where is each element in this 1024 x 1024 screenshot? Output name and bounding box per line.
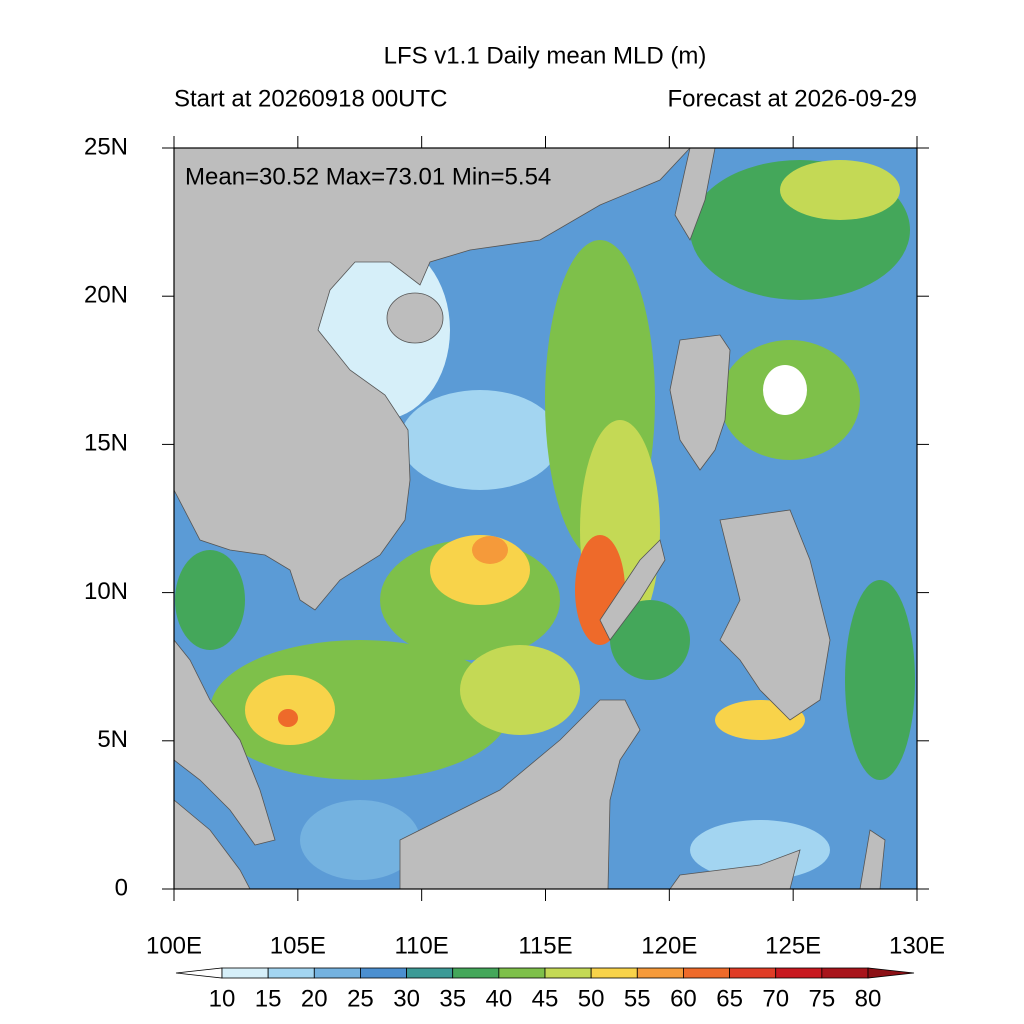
subtitle-left: Start at 20260918 00UTC [174,85,448,112]
colorbar-box [452,967,500,979]
field-patch [210,640,510,780]
colorbar-triangle [175,967,223,979]
colorbar-box [267,967,315,979]
colorbar-label: 80 [855,985,882,1012]
colorbar-box [821,967,869,979]
colorbar-box [590,967,638,979]
field-patch [460,645,580,735]
y-tick-label: 10N [84,578,128,605]
x-tick-label: 125E [765,932,821,959]
land-sumatra [174,799,251,889]
colorbar-box [729,967,777,979]
field-patch [175,550,245,650]
colorbar-box [313,967,361,979]
land-sulawesi [669,849,801,889]
y-tick-label: 20N [84,282,128,309]
colorbar-label: 40 [486,985,513,1012]
x-tick-label: 100E [146,932,202,959]
field-patch [780,160,900,220]
x-tick-label: 110E [395,932,449,959]
colorbar-label: 60 [670,985,697,1012]
colorbar-label: 25 [347,985,374,1012]
colorbar-label: 70 [762,985,789,1012]
x-tick-label: 115E [518,932,572,959]
land-halmahera [859,829,886,889]
field-patch [300,800,420,880]
colorbar-label: 15 [255,985,282,1012]
field-patch [472,536,508,564]
colorbar-label: 35 [439,985,466,1012]
field-patch [400,390,560,490]
x-tick-label: 120E [641,932,697,959]
colorbar-label: 55 [624,985,651,1012]
colorbar-box [544,967,592,979]
colorbar-label: 45 [532,985,559,1012]
field-patch [278,709,298,727]
colorbar-box [636,967,684,979]
colorbar-box [498,967,546,979]
land-luzon [669,334,731,471]
land-borneo [399,699,641,889]
colorbar-label: 10 [209,985,236,1012]
land-taiwan [674,148,716,241]
colorbar-box [360,967,407,979]
colorbar-label: 65 [716,985,743,1012]
field-patch [763,365,807,415]
y-tick-label: 15N [84,430,128,457]
x-tick-label: 105E [270,932,326,959]
map-field [174,148,917,889]
colorbar-label: 30 [393,985,420,1012]
y-tick-label: 0 [115,874,128,901]
colorbar-box [221,967,269,979]
colorbar-label: 75 [809,985,836,1012]
land-mindanao [719,509,831,721]
x-tick-label: 130E [889,932,945,959]
chart-title: LFS v1.1 Daily mean MLD (m) [384,42,707,69]
subtitle-right: Forecast at 2026-09-29 [668,85,917,112]
colorbar-label: 20 [301,985,328,1012]
colorbar-box [406,967,454,979]
y-tick-label: 5N [97,726,128,753]
colorbar-triangle [867,967,915,979]
land-indochina [174,148,691,611]
stats-label: Mean=30.52 Max=73.01 Min=5.54 [185,163,551,190]
land-malay [174,639,276,846]
field-patch [610,600,690,680]
colorbar-box [775,967,823,979]
y-tick-label: 25N [84,133,128,160]
colorbar-box [683,967,730,979]
field-patch [845,580,915,780]
colorbar-label: 50 [578,985,605,1012]
land-palawan [599,539,666,641]
land-hainan [386,292,444,344]
